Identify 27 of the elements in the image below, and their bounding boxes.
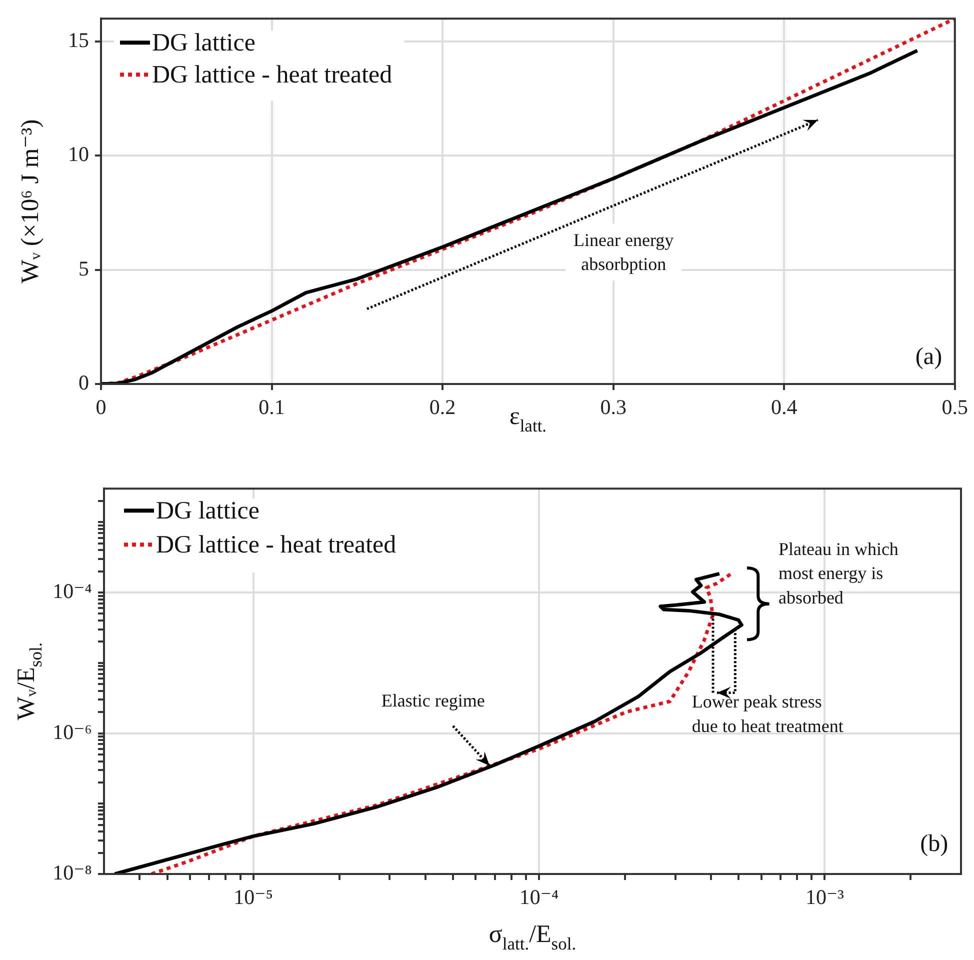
y-tick-label: 5 — [78, 256, 89, 280]
annotation: Elastic regime — [381, 690, 485, 710]
legend-label: DG lattice — [152, 30, 256, 57]
annotation: Plateau in which most energy is absorbed — [778, 538, 898, 608]
y-axis-title: Wᵥ (×10⁶ J m⁻³) — [17, 119, 44, 284]
x-tick-label: 0.2 — [429, 395, 456, 420]
x-tick-label: 10⁻⁵ — [234, 885, 274, 910]
y-tick-label: 0 — [78, 370, 89, 395]
annotation: Lower peak stress due to heat treatment — [692, 692, 844, 736]
y-tick-label: 10⁻⁶ — [52, 720, 92, 744]
annotation: Linear energy absorbption — [574, 230, 674, 274]
y-tick-label: 15 — [68, 28, 89, 52]
x-tick-label: 0.5 — [942, 395, 968, 420]
legend-label: DG lattice — [156, 498, 260, 525]
x-tick-label: 10⁻⁴ — [519, 885, 559, 910]
x-tick-label: 0.4 — [770, 395, 798, 420]
x-tick-label: 0.1 — [258, 395, 285, 420]
y-axis-title: Wᵥ/Esol. — [13, 642, 46, 720]
annotation: (b) — [920, 830, 948, 857]
y-tick-label: 10⁻⁴ — [52, 579, 92, 604]
y-tick-label: 10⁻⁸ — [52, 860, 92, 885]
x-tick-label: 0.3 — [600, 395, 626, 420]
y-tick-label: 10 — [68, 142, 89, 166]
annotation: (a) — [915, 344, 942, 370]
legend-label: DG lattice - heat treated — [152, 62, 393, 89]
legend-label: DG lattice - heat treated — [156, 532, 397, 559]
x-tick-label: 10⁻³ — [806, 885, 844, 910]
